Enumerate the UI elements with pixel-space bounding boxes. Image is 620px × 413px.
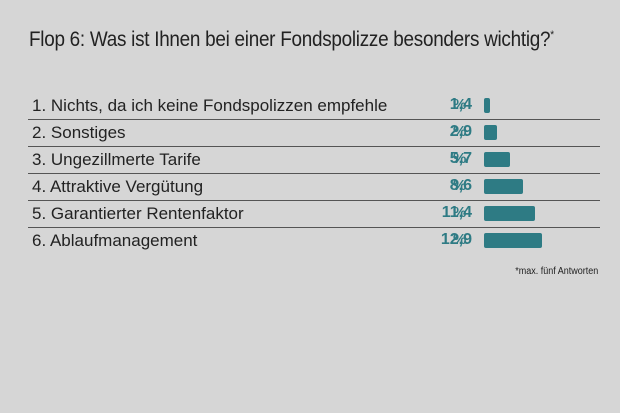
footnote: *max. fünf Antworten xyxy=(514,266,598,277)
data-label: 1,4 xyxy=(449,96,472,113)
category-label: 5. Garantierter Rentenfaktor xyxy=(32,204,244,223)
bar-row: 5. Garantierter Rentenfaktor 11,4% xyxy=(28,200,600,228)
bar-row: 3. Ungezillmerte Tarife 5,7% xyxy=(28,146,600,174)
data-label: 5,7 xyxy=(449,150,472,167)
percent-sign: % xyxy=(453,150,467,167)
percent-sign: % xyxy=(453,123,467,140)
data-label: 2,9 xyxy=(449,123,472,140)
bar xyxy=(484,179,523,194)
category-label: 6. Ablaufmanagement xyxy=(32,231,198,250)
category-label: 4. Attraktive Vergütung xyxy=(32,177,204,196)
bar-row: 1. Nichts, da ich keine Fondspolizzen em… xyxy=(28,92,600,120)
bar xyxy=(484,125,497,140)
chart-title: Flop 6: Was ist Ihnen bei einer Fondspol… xyxy=(29,28,554,51)
data-label: 8,6 xyxy=(449,177,472,194)
percent-sign: % xyxy=(453,177,467,194)
bar xyxy=(484,152,510,167)
bar xyxy=(484,206,535,221)
bar xyxy=(484,98,490,113)
bar-row: 6. Ablaufmanagement 12,9% xyxy=(28,227,600,254)
data-label: 11,4 xyxy=(441,204,472,221)
percent-sign: % xyxy=(453,231,467,248)
category-label: 2. Sonstiges xyxy=(32,123,126,142)
title-footnote-mark: * xyxy=(550,29,554,41)
category-label: 1. Nichts, da ich keine Fondspolizzen em… xyxy=(32,96,388,115)
percent-sign: % xyxy=(453,204,467,221)
percent-sign: % xyxy=(453,96,467,113)
data-label: 12,9 xyxy=(440,231,472,248)
category-label: 3. Ungezillmerte Tarife xyxy=(32,150,201,169)
bar-row: 2. Sonstiges 2,9% xyxy=(28,119,600,147)
bar-row: 4. Attraktive Vergütung 8,6% xyxy=(28,173,600,201)
bar xyxy=(484,233,542,248)
